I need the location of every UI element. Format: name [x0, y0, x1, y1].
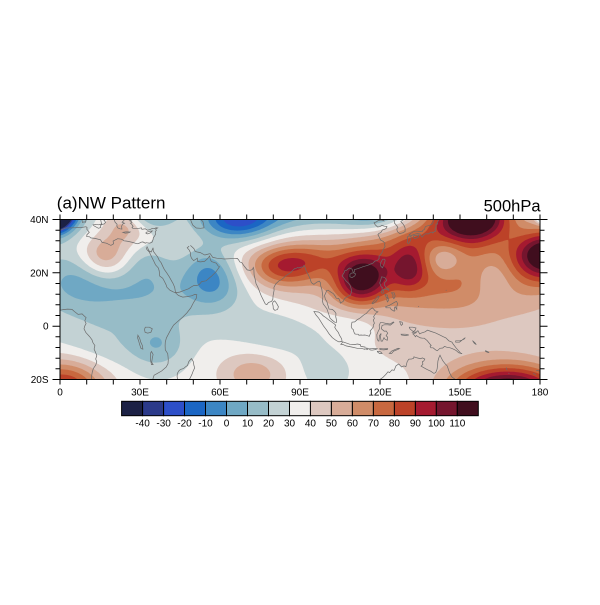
- svg-text:80: 80: [389, 419, 401, 430]
- svg-text:70: 70: [368, 419, 380, 430]
- svg-text:90: 90: [410, 419, 422, 430]
- svg-text:90E: 90E: [291, 388, 309, 399]
- svg-text:180: 180: [532, 388, 549, 399]
- svg-text:20: 20: [263, 419, 275, 430]
- svg-text:150E: 150E: [448, 388, 472, 399]
- svg-text:30E: 30E: [131, 388, 149, 399]
- svg-text:20S: 20S: [31, 375, 49, 386]
- svg-text:20N: 20N: [30, 268, 48, 279]
- svg-text:60E: 60E: [211, 388, 229, 399]
- svg-text:0: 0: [57, 388, 63, 399]
- svg-text:-30: -30: [156, 419, 171, 430]
- svg-text:40N: 40N: [30, 215, 48, 226]
- svg-text:60: 60: [347, 419, 359, 430]
- svg-text:30: 30: [284, 419, 296, 430]
- svg-text:50: 50: [326, 419, 338, 430]
- svg-text:-40: -40: [135, 419, 150, 430]
- svg-text:120E: 120E: [368, 388, 392, 399]
- svg-text:10: 10: [242, 419, 254, 430]
- svg-text:-20: -20: [177, 419, 192, 430]
- svg-text:(a)NW Pattern: (a)NW Pattern: [57, 194, 166, 213]
- svg-text:500hPa: 500hPa: [484, 198, 542, 216]
- svg-text:-10: -10: [198, 419, 213, 430]
- svg-text:0: 0: [224, 419, 230, 430]
- svg-text:40: 40: [305, 419, 317, 430]
- svg-text:100: 100: [428, 419, 445, 430]
- svg-text:0: 0: [43, 322, 49, 333]
- svg-text:110: 110: [449, 419, 465, 430]
